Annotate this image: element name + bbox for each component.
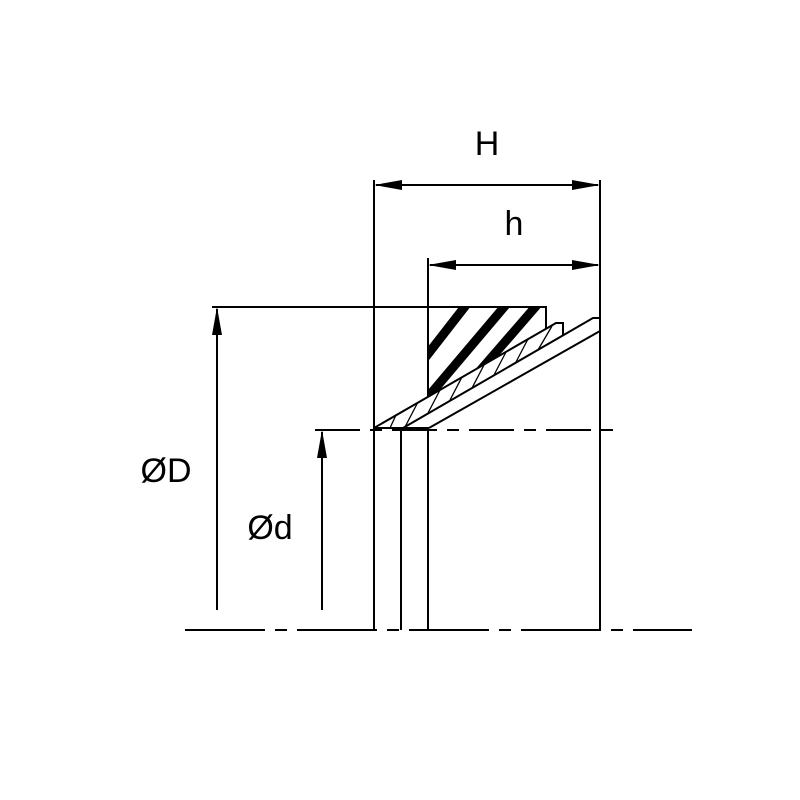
arrowhead-icon: [572, 180, 600, 190]
metal-band-bottom-line: [428, 330, 601, 429]
rubber-seal-block: [427, 306, 547, 397]
arrowhead-icon: [572, 260, 600, 270]
D-label: ØD: [141, 452, 192, 490]
strip-top-line: [373, 322, 564, 429]
arrowhead-icon: [212, 307, 222, 335]
H-label: H: [475, 125, 500, 163]
arrowhead-icon: [374, 180, 402, 190]
d-label: Ød: [247, 509, 292, 547]
metal-band-top-line: [402, 317, 600, 429]
strip-hatching: [389, 325, 553, 429]
h-label: h: [505, 205, 524, 243]
arrowhead-icon: [428, 260, 456, 270]
arrowhead-icon: [317, 430, 327, 458]
